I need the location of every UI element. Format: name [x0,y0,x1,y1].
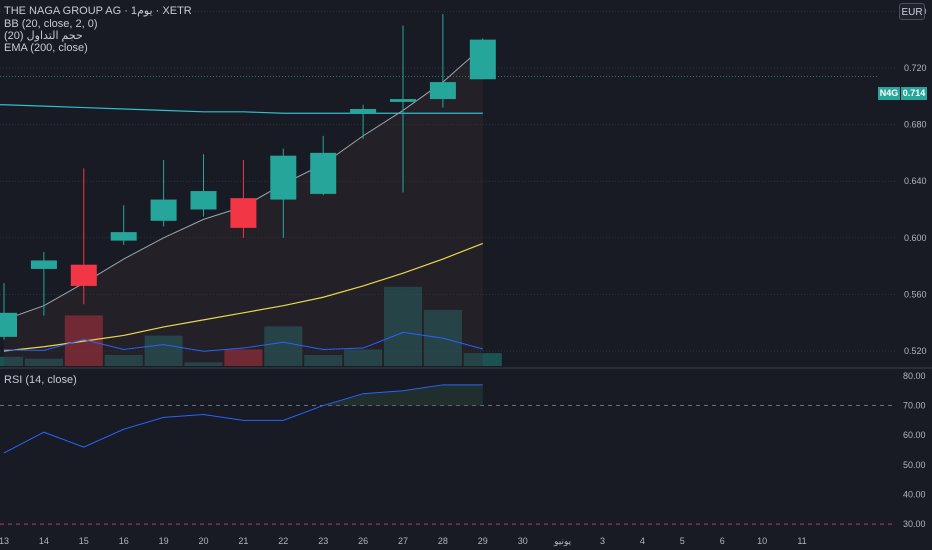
volume-bar [144,335,183,366]
volume-bar [304,354,343,366]
volume-bar [104,354,143,366]
volume-bar [224,349,263,366]
time-tick-label: 28 [438,536,448,546]
price-tick-label: 0.680 [904,120,927,130]
time-tick-label: 14 [39,536,49,546]
volume-bar [384,286,422,366]
volume-bar [264,326,303,366]
time-tick-label: 27 [398,536,408,546]
price-tick-label: 0.600 [904,233,927,243]
candle-body [150,199,177,221]
currency-button[interactable]: EUR [899,3,925,20]
time-tick-label: 15 [79,536,89,546]
time-tick-label: 23 [318,536,328,546]
time-axis[interactable]: 13 14 15 16 19 20 21 22 23 26 27 28 29 30 يونيو 3 4 5 6 10 1… [0,536,807,546]
time-tick-label: 6 [720,536,725,546]
indicator-ema[interactable]: EMA (200, close) [4,42,88,54]
candle-body [270,155,297,200]
price-tick-label: 0.640 [904,176,927,186]
volume-bar [463,353,502,366]
symbol-title[interactable]: THE NAGA GROUP AG · 1يوم · XETR [4,5,192,17]
price-badge: 0.714 [901,87,927,100]
candles [0,14,496,340]
candle-body [429,82,456,100]
candle-body [469,39,496,80]
rsi-tick-label: 40.00 [903,489,926,499]
time-tick-label: 20 [198,536,208,546]
rsi-tick-label: 70.00 [903,401,926,411]
candle-body [350,108,377,114]
candle-body [230,198,257,228]
time-tick-label: 19 [159,536,169,546]
price-tick-label: 0.520 [904,346,927,356]
price-tick-label: 0.560 [904,289,927,299]
time-tick-label: 5 [680,536,685,546]
candle-body [310,152,337,194]
time-tick-label: 3 [600,536,605,546]
time-tick-label: 29 [478,536,488,546]
rsi-tick-label: 80.00 [903,371,926,381]
volume-bars [0,286,502,366]
rsi-overbought-fill [323,384,483,406]
volume-ma-line [3,242,484,352]
candle-body [390,99,416,102]
candle-body [0,312,17,337]
price-tick-label: 0.720 [904,63,927,73]
rsi-line [3,384,483,454]
candle-body [70,264,97,286]
time-tick-label: يونيو [553,536,572,546]
time-tick-label: 22 [278,536,288,546]
rsi-tick-label: 30.00 [903,519,926,529]
price-grid [0,11,895,352]
volume-bar [24,358,63,366]
rsi-tick-label: 50.00 [903,460,926,470]
volume-average-line [3,331,483,352]
indicator-bb[interactable]: BB (20, close, 2, 0) [4,18,98,30]
volume-bar [0,356,23,366]
ticker-badge: N4G [878,87,900,100]
rsi-tick-label: 60.00 [903,430,926,440]
volume-bar [344,349,383,366]
time-tick-label: 26 [358,536,368,546]
time-tick-label: 10 [757,536,767,546]
time-tick-label: 16 [119,536,129,546]
time-tick-label: 13 [0,536,9,546]
volume-bar [184,362,223,366]
rsi-grid [0,405,895,525]
indicator-volume[interactable]: حجم التداول (20) [4,30,83,42]
candle-body [110,232,137,241]
time-tick-label: 4 [640,536,645,546]
ema-200-line [0,104,483,114]
rsi-axis[interactable]: 80.00 70.00 60.00 50.00 40.00 30.00 [903,371,926,529]
candle-body [30,260,57,269]
time-tick-label: 11 [797,536,806,546]
time-tick-label: 30 [518,536,528,546]
indicator-rsi[interactable]: RSI (14, close) [4,374,77,386]
time-tick-label: 21 [238,536,248,546]
candle-body [190,191,217,210]
